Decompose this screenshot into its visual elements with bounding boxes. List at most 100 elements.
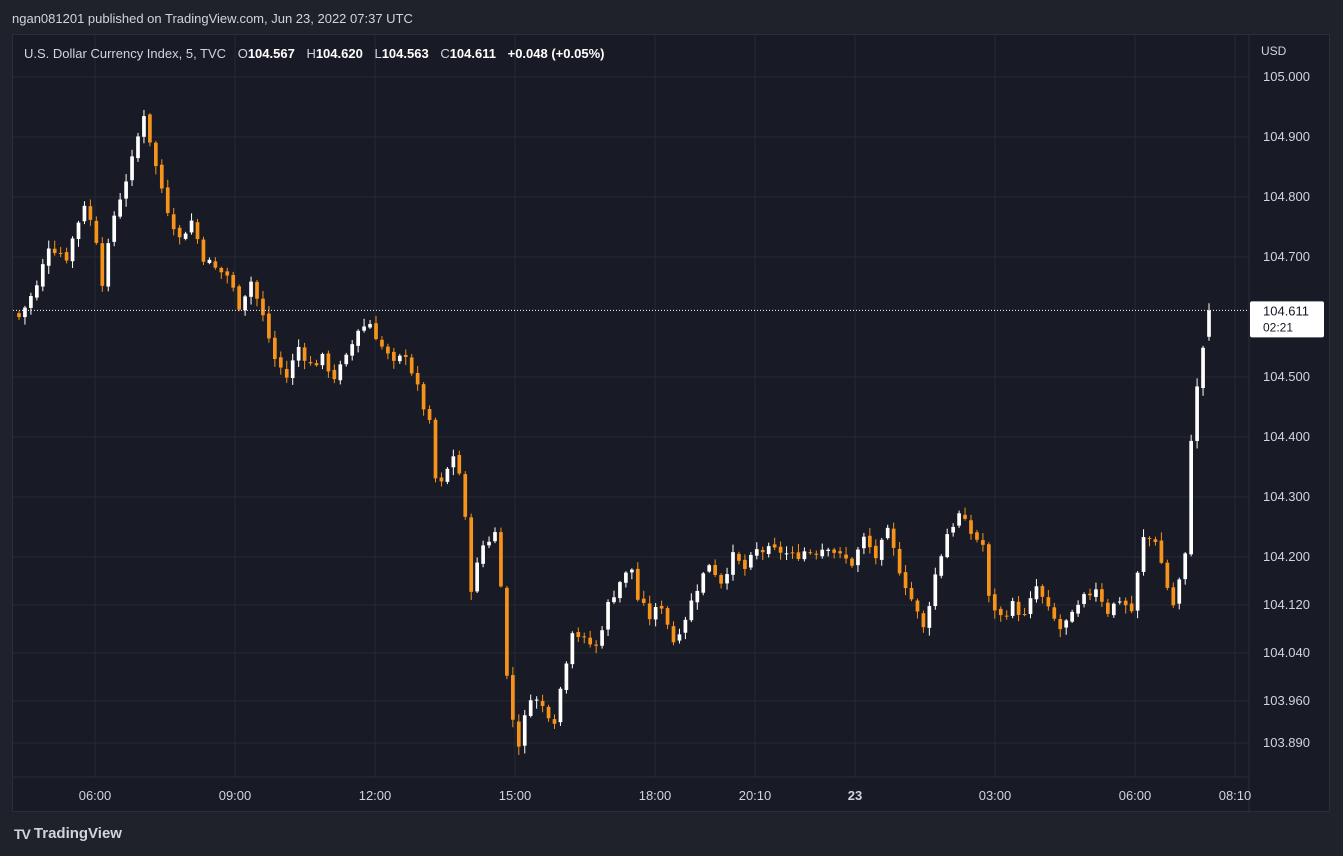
candle-body: [1034, 586, 1039, 600]
candle-body: [641, 598, 646, 603]
countdown-timer: 02:21: [1263, 320, 1293, 334]
candle-body: [1207, 310, 1211, 337]
candle-body: [987, 544, 991, 596]
candle-body: [713, 564, 717, 575]
candle-body: [1004, 615, 1009, 617]
candle-body: [1183, 553, 1188, 580]
candle-body: [576, 632, 581, 638]
candle-body: [70, 238, 75, 262]
candle-body: [142, 116, 146, 137]
candle-body: [838, 551, 842, 554]
candle-body: [1058, 619, 1063, 630]
price-tick-label: 103.960: [1263, 693, 1310, 708]
candle-body: [969, 520, 973, 534]
candle-body: [64, 252, 69, 261]
candle-body: [885, 527, 890, 539]
candle-body: [665, 608, 670, 625]
candle-body: [207, 259, 212, 264]
tradingview-logo[interactable]: TV TradingView: [14, 825, 122, 842]
candle-body: [308, 362, 313, 364]
candle-body: [278, 357, 283, 368]
candle-body: [552, 719, 557, 724]
candle-body: [1088, 593, 1092, 596]
candle-body: [903, 572, 908, 589]
candle-body: [255, 281, 259, 299]
candle-body: [1195, 386, 1199, 441]
candle-body: [338, 364, 343, 381]
candle-body: [808, 552, 813, 554]
candle-body: [1135, 572, 1140, 611]
candle-body: [915, 600, 920, 612]
candle-body: [897, 548, 902, 574]
candle-body: [1022, 614, 1027, 616]
candle-body: [23, 307, 27, 318]
candle-body: [374, 323, 378, 340]
price-tick-label: 104.040: [1263, 645, 1310, 660]
candle-body: [534, 699, 539, 701]
candle-body: [403, 354, 408, 357]
candle-body: [921, 613, 926, 628]
candle-body: [582, 636, 587, 638]
candle-body: [1159, 540, 1164, 563]
candle-body: [1094, 589, 1098, 597]
candle-body: [719, 575, 723, 584]
candle-body: [88, 206, 93, 220]
candle-body: [159, 164, 164, 189]
candle-body: [683, 619, 688, 633]
candle-body: [17, 313, 21, 318]
candle-body: [302, 347, 307, 361]
time-tick-label: 03:00: [979, 788, 1012, 803]
candlestick-chart[interactable]: USD 105.000 104.900 104.800 104.700 104.500 10…: [13, 35, 1331, 813]
candle-body: [100, 243, 105, 286]
candle-body: [195, 222, 200, 240]
candle-body: [963, 514, 967, 519]
candle-body: [540, 700, 545, 706]
candle-body: [112, 215, 117, 242]
candle-body: [766, 546, 771, 555]
candle-body: [511, 675, 515, 720]
candle-body: [796, 552, 801, 559]
candle-body: [1040, 586, 1045, 597]
candle-body: [927, 606, 932, 628]
chart-frame[interactable]: USD 105.000 104.900 104.800 104.700 104.500 10…: [12, 34, 1331, 813]
candle-body: [689, 600, 694, 621]
candle-body: [445, 468, 450, 482]
candle-body: [421, 384, 426, 410]
candle-body: [856, 549, 860, 566]
price-tick-label: 105.000: [1263, 69, 1310, 84]
candle-body: [35, 285, 39, 298]
candle-body: [570, 633, 575, 665]
candle-body: [433, 419, 438, 479]
candle-body: [243, 296, 247, 311]
candle-body: [1052, 607, 1057, 619]
candle-body: [677, 634, 682, 641]
candle-body: [225, 271, 230, 276]
candle-body: [439, 477, 444, 482]
candle-body: [749, 554, 753, 568]
candle-body: [469, 517, 474, 592]
candle-body: [606, 601, 610, 630]
candle-body: [350, 344, 355, 356]
candle-body: [731, 552, 735, 575]
candle-body: [165, 187, 170, 214]
time-tick-label: 06:00: [1119, 788, 1152, 803]
candle-body: [522, 715, 527, 746]
candle-body: [743, 559, 747, 569]
candle-body: [58, 252, 63, 254]
candle-body: [201, 239, 206, 262]
candle-body: [1016, 601, 1021, 615]
candle-body: [826, 549, 831, 551]
candle-body: [362, 326, 366, 331]
candle-body: [392, 351, 396, 361]
candle-body: [130, 156, 134, 181]
candle-body: [94, 220, 99, 243]
candle-body: [76, 222, 81, 240]
candle-body: [397, 355, 402, 362]
candle-body: [873, 545, 878, 559]
candle-body: [725, 574, 729, 584]
candle-body: [737, 553, 741, 561]
symbol-name[interactable]: U.S. Dollar Currency Index, 5, TVC: [24, 46, 227, 61]
candle-body: [290, 360, 295, 379]
candle-body: [249, 281, 253, 297]
candle-body: [879, 539, 884, 560]
